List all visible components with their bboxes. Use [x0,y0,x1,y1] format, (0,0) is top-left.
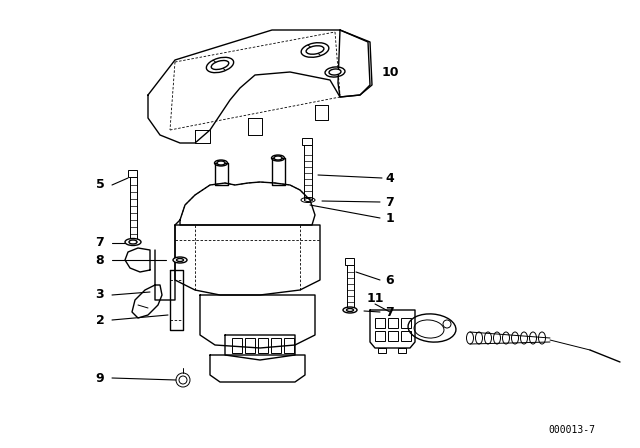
Bar [345,258,354,265]
Text: 6: 6 [386,273,394,287]
Bar [375,331,385,341]
Bar [398,348,406,353]
Ellipse shape [217,161,225,165]
Text: 7: 7 [386,195,394,208]
Text: 4: 4 [386,172,394,185]
Bar [388,331,398,341]
Bar [284,338,294,353]
Text: 7: 7 [386,306,394,319]
Ellipse shape [211,60,228,69]
Bar [128,170,137,177]
Bar [232,338,242,353]
Ellipse shape [125,238,141,246]
Bar [245,338,255,353]
Bar [378,348,386,353]
Text: 3: 3 [96,289,104,302]
Bar [258,338,268,353]
Ellipse shape [173,257,187,263]
Ellipse shape [346,309,353,311]
Text: 2: 2 [95,314,104,327]
Text: 9: 9 [96,371,104,384]
Text: 1: 1 [386,211,394,224]
Ellipse shape [343,307,357,313]
Text: 11: 11 [366,292,384,305]
Bar [401,331,411,341]
Bar [388,318,398,328]
Text: 000013-7: 000013-7 [548,425,595,435]
Ellipse shape [306,46,324,54]
Ellipse shape [329,69,341,75]
Text: 10: 10 [381,65,399,78]
Bar [271,338,281,353]
Text: 5: 5 [95,178,104,191]
Bar [375,318,385,328]
Text: 8: 8 [96,254,104,267]
Text: 7: 7 [95,237,104,250]
Ellipse shape [129,240,137,244]
Bar [401,318,411,328]
Ellipse shape [274,156,282,160]
Bar [302,138,312,145]
